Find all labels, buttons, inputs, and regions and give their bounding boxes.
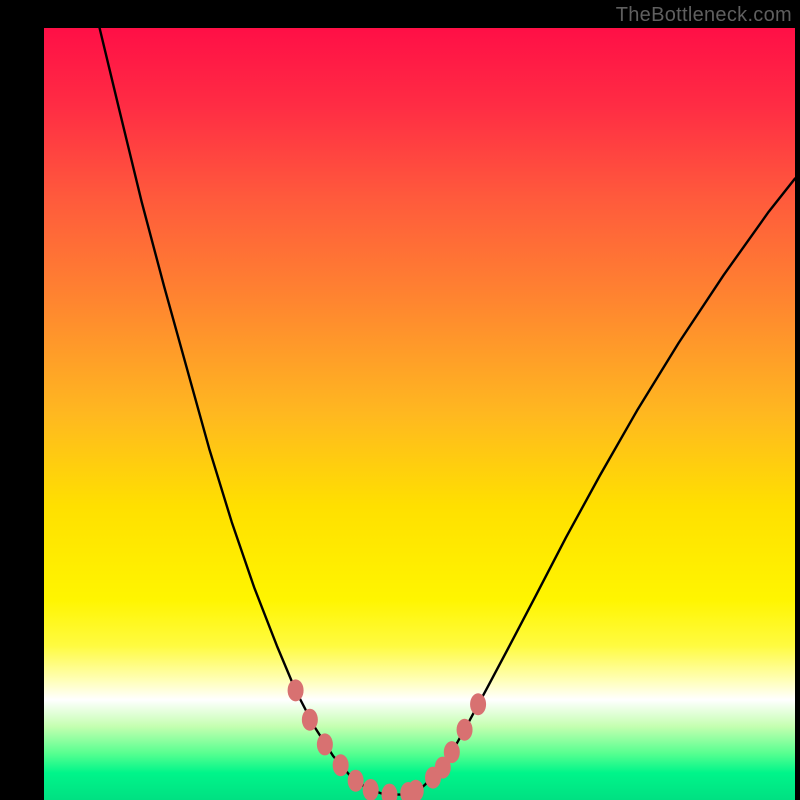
gradient-background [44,28,795,800]
curve-marker [457,719,473,741]
chart-svg [44,28,795,800]
chart-container: TheBottleneck.com [0,0,800,800]
curve-marker [333,754,349,776]
curve-marker [470,693,486,715]
watermark-text: TheBottleneck.com [616,4,792,27]
curve-marker [348,770,364,792]
curve-marker [288,679,304,701]
plot-area [44,28,795,800]
curve-marker [302,709,318,731]
curve-marker [317,733,333,755]
curve-marker [444,741,460,763]
curve-marker [363,779,379,800]
